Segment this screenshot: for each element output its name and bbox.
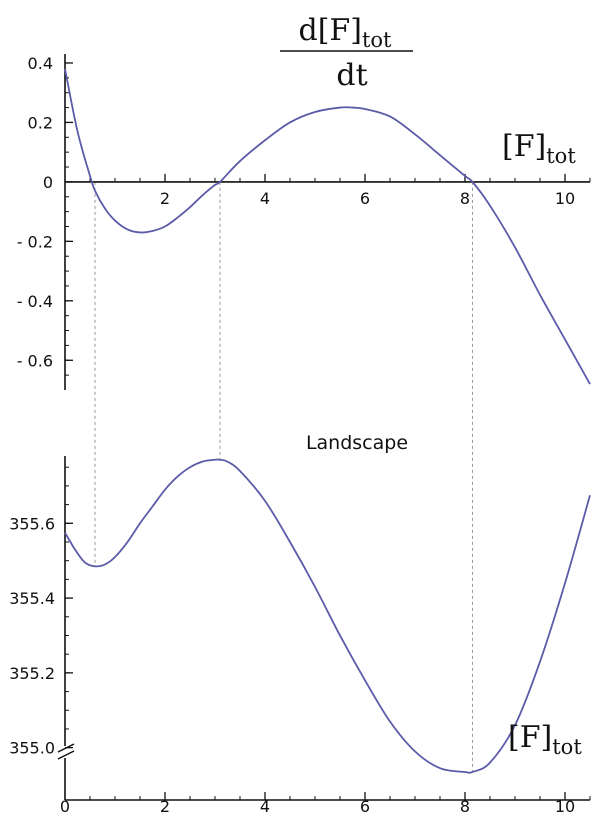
derivative-ticks: 0.4 0.2 0 - 0.2 - 0.4 - 0.6 2 4 6 8 10: [17, 54, 591, 376]
axis-break-icon: [57, 743, 75, 760]
landscape-plot: 355.6 355.4 355.2 355.0 0 2 4 6 8 10 Landscape [F…: [9, 432, 591, 816]
landscape-ticks: 355.6 355.4 355.2 355.0 0 2 4 6 8 10: [9, 466, 591, 816]
derivative-y-tick-label: - 0.2: [17, 232, 53, 251]
landscape-y-tick-label: 355.4: [9, 589, 55, 608]
derivative-x-tick-label: 10: [555, 189, 575, 208]
derivative-x-tick-label: 8: [460, 189, 470, 208]
landscape-x-tick-label: 10: [555, 797, 575, 814]
landscape-x-tick-label: 2: [160, 797, 170, 814]
landscape-y-tick-label: 355.0: [9, 739, 55, 758]
derivative-y-tick-label: 0.4: [28, 54, 53, 73]
derivative-plot: 0.40.20- 0.2- 0.4- 0.62 4 6 8 10 d[F]tot dt …: [17, 13, 591, 390]
derivative-axes: [64, 54, 590, 390]
landscape-x-tick-label: 0: [60, 797, 70, 814]
derivative-x-label: [F]tot: [502, 129, 576, 168]
landscape-y-tick-label: 355.6: [9, 514, 55, 533]
landscape-x-tick-label: 4: [260, 797, 270, 814]
landscape-x-label: [F]tot: [508, 720, 582, 759]
title-numerator: d[F]tot: [299, 13, 393, 52]
landscape-y-tick-label: 355.2: [9, 664, 55, 683]
derivative-title: d[F]tot dt: [280, 13, 413, 93]
landscape-curve: [64, 458, 591, 774]
derivative-y-tick-label: - 0.4: [17, 292, 53, 311]
derivative-curve: [64, 68, 591, 385]
derivative-y-tick-label: 0: [43, 173, 53, 192]
derivative-x-tick-label: 2: [160, 189, 170, 208]
landscape-x-tick-label: 8: [460, 797, 470, 814]
derivative-x-tick-label: 6: [360, 189, 370, 208]
derivative-x-tick-label: 4: [260, 189, 270, 208]
derivative-y-tick-label: - 0.6: [17, 351, 53, 370]
guide-lines: [94, 181, 473, 772]
derivative-y-tick-label: 0.2: [28, 113, 53, 132]
landscape-x-tick-label: 6: [360, 797, 370, 814]
title-denominator: dt: [336, 58, 367, 93]
landscape-title: Landscape: [306, 432, 408, 454]
